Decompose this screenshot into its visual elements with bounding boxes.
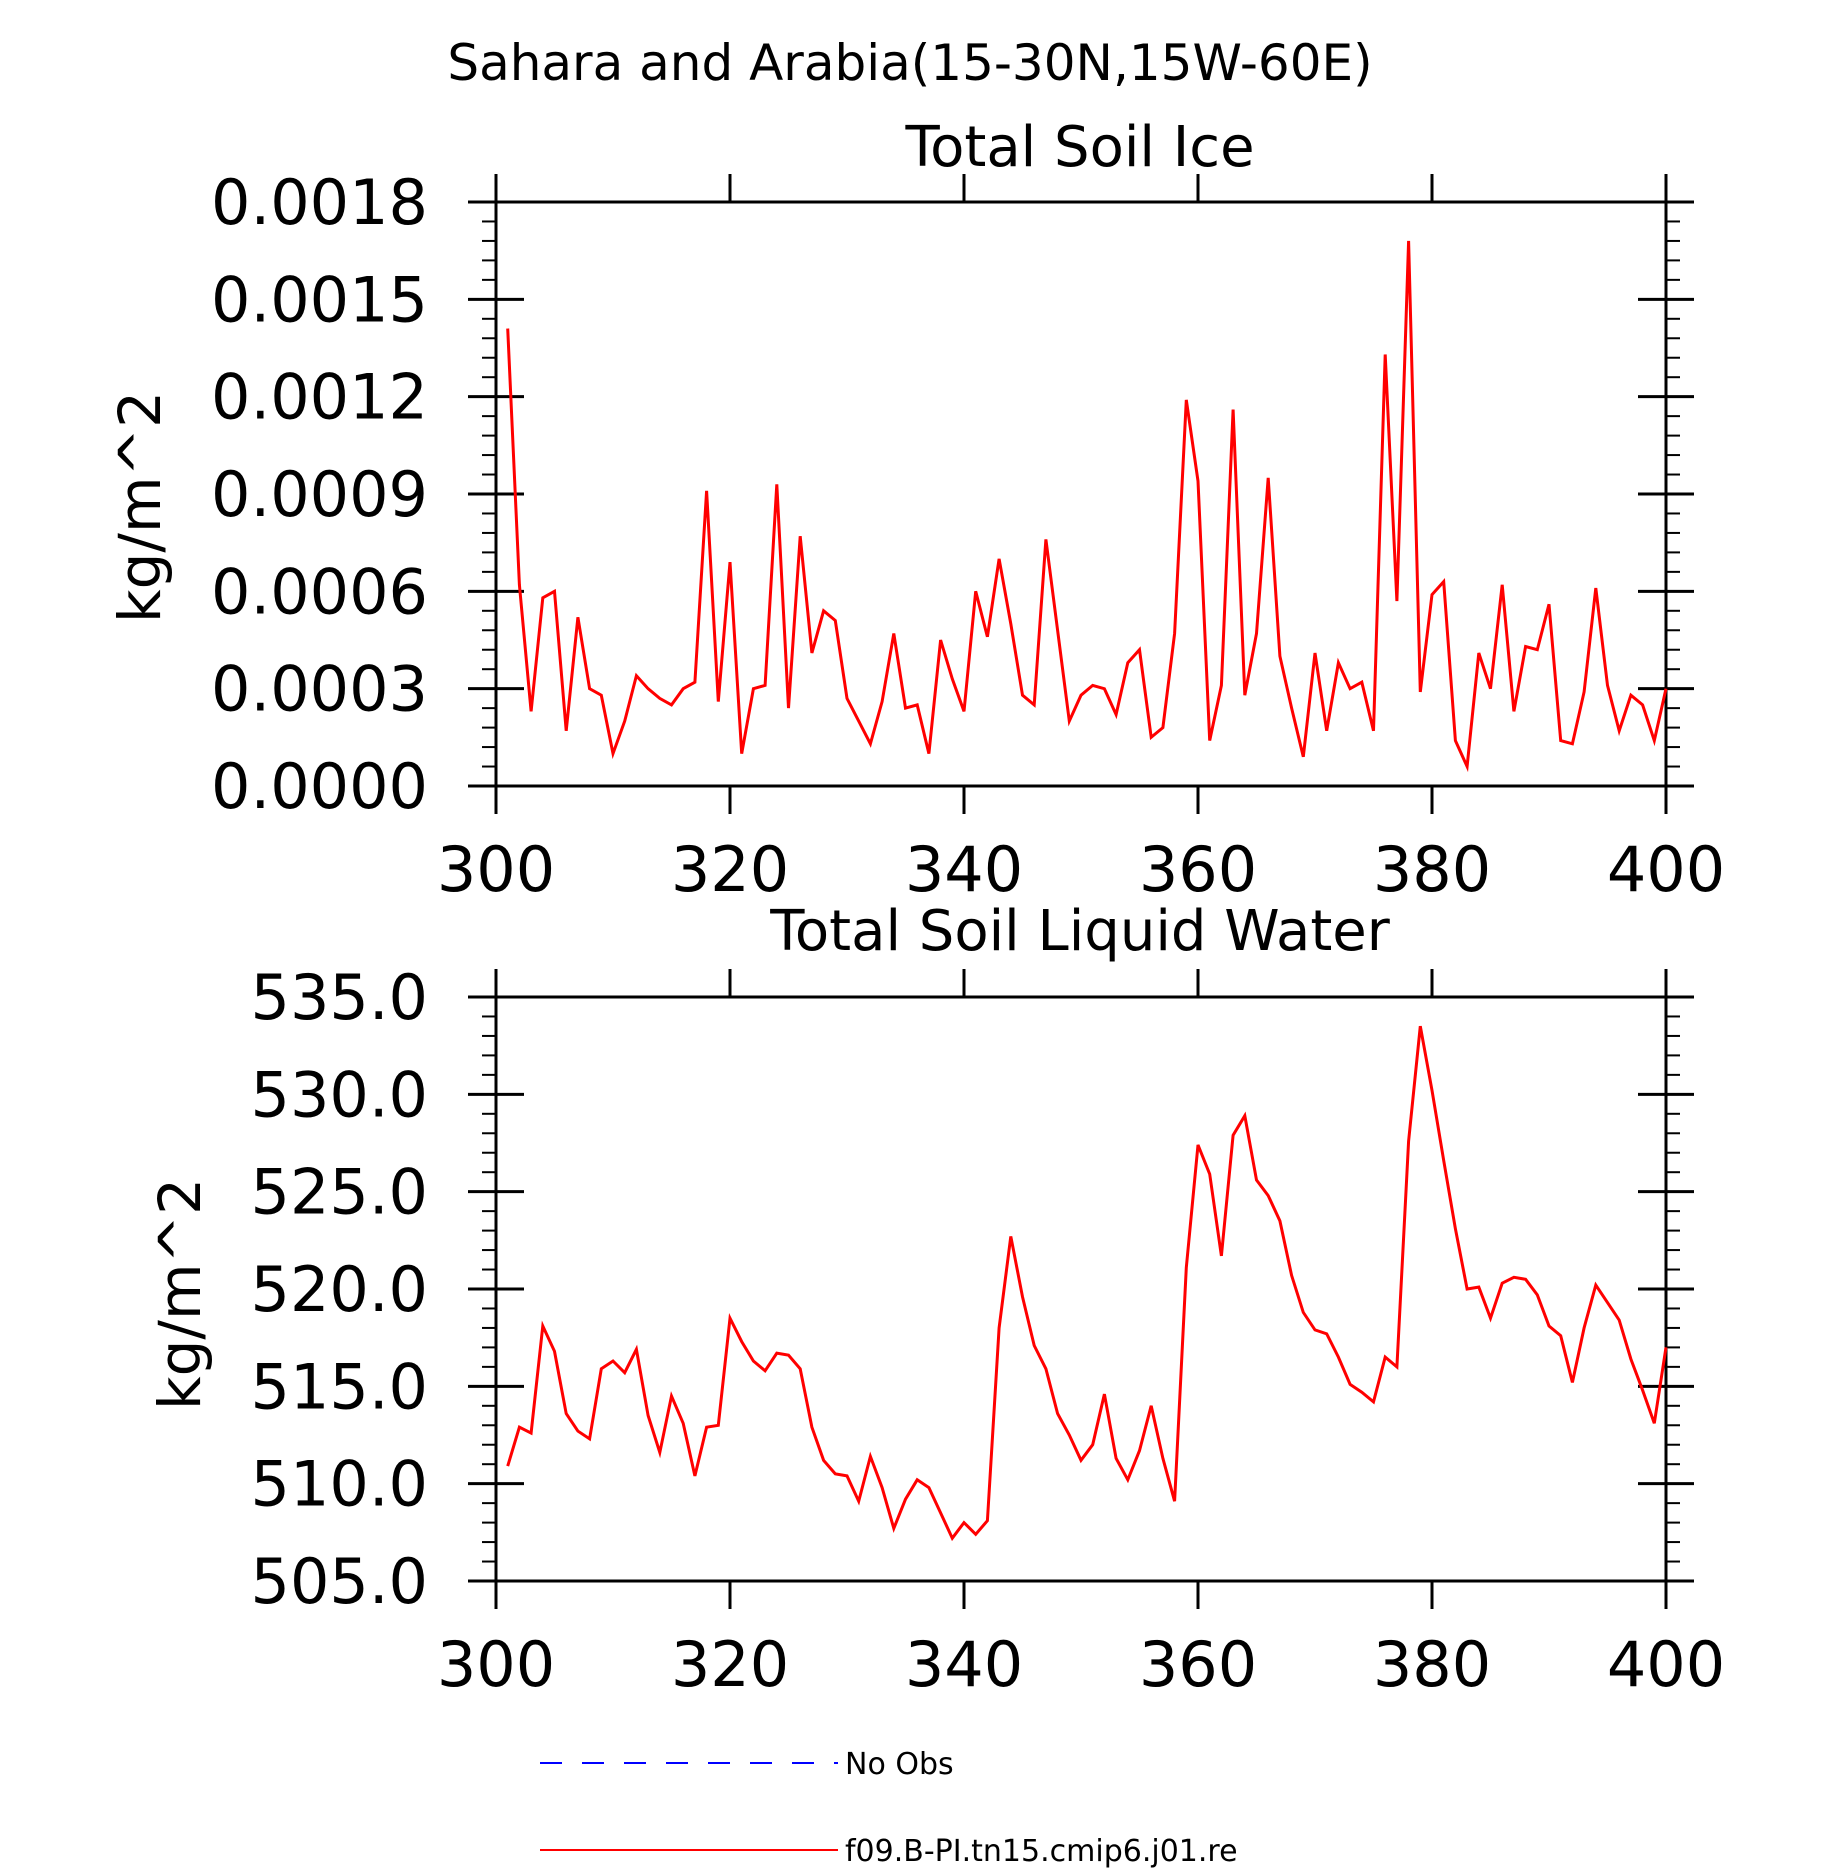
y-tick-label: 0.0009 <box>211 458 428 531</box>
y-axis-label-soil-liquid-water: kg/m^2 <box>146 1178 214 1410</box>
series-group-soil-ice <box>506 240 1668 773</box>
series-line-1-0 <box>506 1025 1668 1542</box>
series-group-soil-liquid-water <box>506 1025 1668 1542</box>
y-tick-label: 0.0015 <box>211 263 428 336</box>
y-tick-label: 535.0 <box>251 961 429 1034</box>
legend: No Obs f09.B-PI.tn15.cmip6.j01.re <box>540 1747 1238 1868</box>
y-tick-label: 510.0 <box>251 1448 429 1521</box>
y-ticks-soil-liquid-water <box>468 969 1694 1609</box>
x-tick-label: 360 <box>1139 1628 1257 1701</box>
x-tick-label: 300 <box>437 833 555 906</box>
panel-total-soil-liquid-water: Total Soil Liquid Water kg/m^2 300 320 340… <box>146 899 1725 1701</box>
plot-frame-soil-ice <box>494 200 1668 788</box>
plot-frame-soil-liquid-water <box>494 995 1668 1583</box>
x-tick-label: 320 <box>671 833 789 906</box>
y-tick-label: 520.0 <box>251 1253 429 1326</box>
panel-title-soil-liquid-water: Total Soil Liquid Water <box>769 899 1391 964</box>
y-tick-label: 0.0018 <box>211 166 428 239</box>
figure-title: Sahara and Arabia(15-30N,15W-60E) <box>447 34 1372 92</box>
y-tick-label: 525.0 <box>251 1156 429 1229</box>
y-tick-label: 530.0 <box>251 1058 429 1131</box>
series-line-0-0 <box>506 240 1668 773</box>
x-tick-label: 400 <box>1607 833 1725 906</box>
panel-title-soil-ice: Total Soil Ice <box>904 115 1254 180</box>
x-tick-label: 400 <box>1607 1628 1725 1701</box>
x-tick-label: 340 <box>905 1628 1023 1701</box>
y-tick-label: 0.0006 <box>211 555 428 628</box>
x-tick-label: 380 <box>1373 833 1491 906</box>
x-tick-label: 300 <box>437 1628 555 1701</box>
x-tick-label: 360 <box>1139 833 1257 906</box>
tick-labels-soil-liquid-water: 300 320 340 360 380 400 505.0 510.0 515.0 520.0 52… <box>251 961 1726 1701</box>
y-ticks-soil-ice <box>468 174 1694 814</box>
panel-total-soil-ice: Total Soil Ice kg/m^2 300 320 340 360 380 400… <box>106 115 1725 906</box>
legend-label-model-run: f09.B-PI.tn15.cmip6.j01.re <box>845 1834 1238 1868</box>
y-tick-label: 505.0 <box>251 1545 429 1618</box>
y-tick-label: 0.0012 <box>211 361 428 434</box>
y-tick-label: 0.0000 <box>211 750 428 823</box>
tick-labels-soil-ice: 300 320 340 360 380 400 0.0000 0.0003 0.0006 0.00… <box>211 166 1725 906</box>
x-tick-label: 340 <box>905 833 1023 906</box>
y-tick-label: 0.0003 <box>211 653 428 726</box>
y-axis-label-soil-ice: kg/m^2 <box>106 391 174 623</box>
x-tick-label: 320 <box>671 1628 789 1701</box>
legend-label-no-obs: No Obs <box>845 1747 954 1782</box>
y-tick-label: 515.0 <box>251 1350 429 1423</box>
x-tick-label: 380 <box>1373 1628 1491 1701</box>
